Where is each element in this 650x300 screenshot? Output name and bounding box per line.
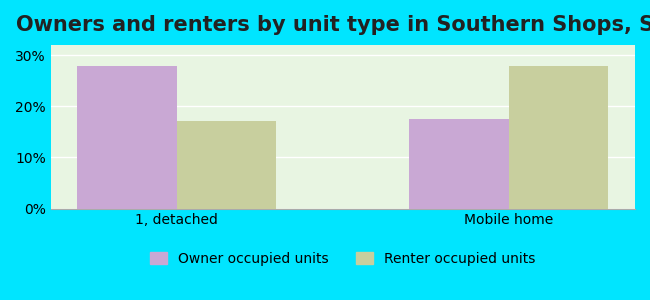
Legend: Owner occupied units, Renter occupied units: Owner occupied units, Renter occupied un… <box>143 245 542 273</box>
Bar <box>177 121 276 208</box>
Bar <box>509 66 608 208</box>
Bar <box>410 118 509 208</box>
Bar <box>77 66 177 208</box>
Title: Owners and renters by unit type in Southern Shops, SC: Owners and renters by unit type in South… <box>16 15 650 35</box>
